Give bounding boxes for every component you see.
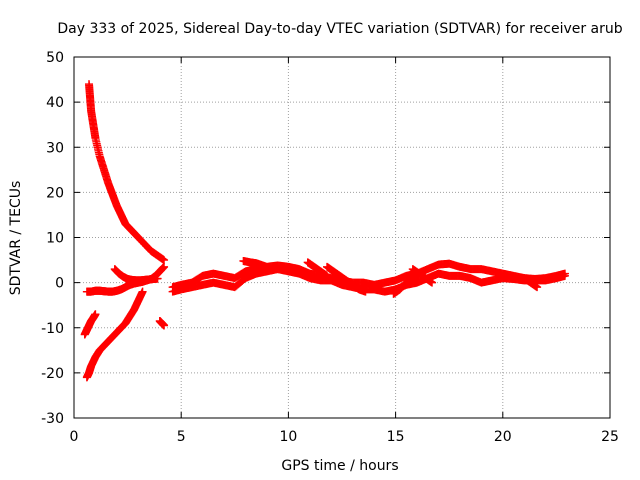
y-tick-label: -10 [41,321,64,337]
y-tick-label: 20 [46,185,64,201]
data-point [91,310,100,319]
y-tick-label: 10 [46,231,64,247]
data-point [322,271,331,280]
plot-frame [73,56,611,419]
y-tick-label: 50 [46,50,64,66]
x-axis-label: GPS time / hours [281,458,398,474]
data-point [160,256,169,265]
y-tick-label: -30 [41,411,64,427]
data-points [80,80,569,382]
x-tick-label: 25 [601,429,619,445]
x-tick-label: 10 [279,429,297,445]
data-point [160,321,169,330]
y-tick-label: 40 [46,95,64,111]
x-tick-label: 5 [177,429,186,445]
chart-title: Day 333 of 2025, Sidereal Day-to-day VTE… [57,21,622,37]
x-tick-label: 20 [494,429,512,445]
data-point [265,263,274,272]
data-point [153,274,162,283]
x-tick-label: 0 [70,429,79,445]
x-tick-label: 15 [387,429,405,445]
data-point [138,287,147,296]
y-tick-label: 30 [46,140,64,156]
y-tick-label: -20 [41,366,64,382]
y-axis-label: SDTVAR / TECUs [8,181,24,296]
data-point [533,283,542,292]
data-point [428,278,437,287]
data-point [361,287,370,296]
data-point [160,262,169,271]
data-point [560,271,569,280]
y-tick-label: 0 [55,276,64,292]
